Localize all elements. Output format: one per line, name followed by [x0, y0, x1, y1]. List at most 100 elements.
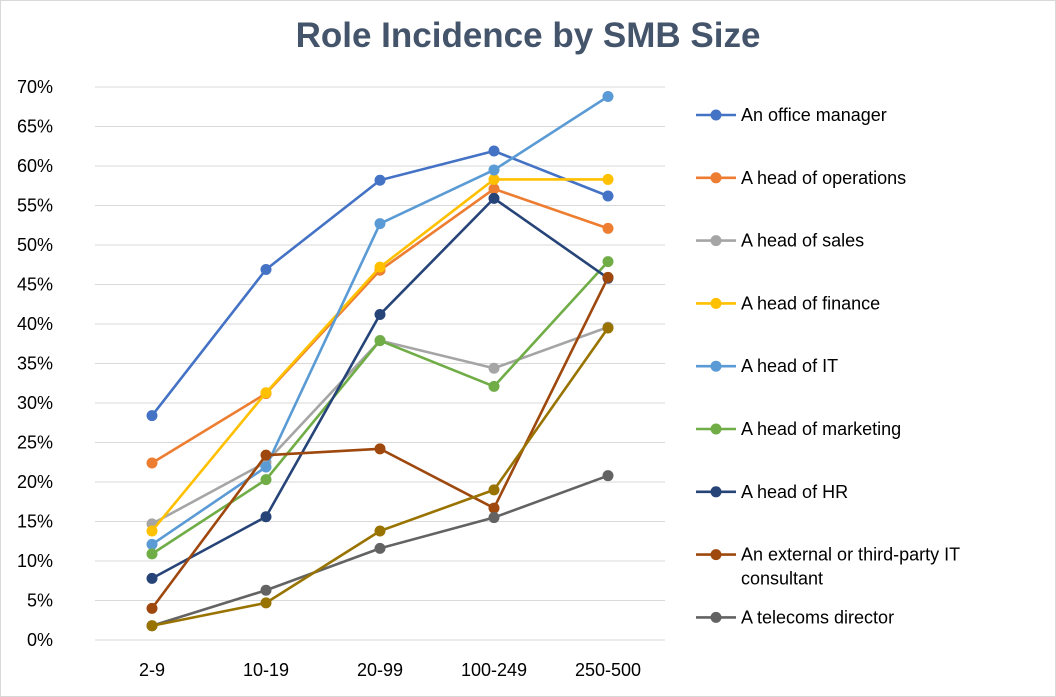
series-9 [146, 470, 614, 632]
legend-label: A head of IT [741, 356, 838, 376]
y-axis-tick-labels: 0% 5% 10% 15% 20% 25% 30% 35% 40% 45% 50% 55% 60% 65%… [17, 77, 53, 650]
chart-title: Role Incidence by SMB Size [295, 16, 761, 55]
data-point [488, 192, 500, 204]
series-lines [146, 90, 614, 632]
x-tick-label: 2-9 [139, 660, 165, 680]
data-point [488, 362, 500, 374]
series-line [150, 178, 610, 533]
series-10 [146, 322, 614, 632]
legend-swatch-marker [710, 423, 722, 435]
data-point [602, 190, 614, 202]
legend-swatch-marker [710, 109, 722, 121]
legend-item: A head of IT [696, 356, 838, 376]
legend-item: A head of sales [696, 231, 864, 251]
y-tick-label: 10% [17, 551, 53, 571]
y-tick-label: 55% [17, 196, 53, 216]
data-point [488, 484, 500, 496]
legend-swatch-marker [710, 611, 722, 623]
legend-label: A head of HR [741, 482, 848, 502]
data-point [374, 174, 386, 186]
data-point [602, 470, 614, 482]
y-tick-label: 35% [17, 354, 53, 374]
series-4 [146, 173, 614, 537]
legend-swatch-marker [710, 486, 722, 498]
data-point [602, 256, 614, 268]
legend-swatch-marker [710, 172, 722, 184]
y-tick-label: 0% [27, 630, 53, 650]
data-point [374, 218, 386, 230]
series-line [150, 326, 610, 628]
legend-item: A head of finance [696, 293, 880, 313]
y-tick-label: 20% [17, 472, 53, 492]
legend-item: An external or third-party IT consultant [696, 545, 960, 589]
y-tick-label: 30% [17, 393, 53, 413]
data-point [260, 597, 272, 609]
legend-label: A telecoms director [741, 607, 894, 627]
legend-item: A telecoms director [696, 607, 894, 627]
data-point [488, 173, 500, 185]
data-point [374, 525, 386, 537]
data-point [146, 538, 158, 550]
data-point [146, 572, 158, 584]
legend-label: A head of finance [741, 293, 880, 313]
legend-label: consultant [741, 569, 823, 589]
legend-item: An office manager [696, 105, 887, 125]
y-tick-label: 40% [17, 314, 53, 334]
data-point [488, 183, 500, 195]
legend-item: A head of marketing [696, 419, 901, 439]
data-point [146, 457, 158, 469]
legend-swatch-marker [710, 235, 722, 247]
y-tick-label: 45% [17, 275, 53, 295]
x-tick-label: 250-500 [575, 660, 641, 680]
data-point [374, 335, 386, 347]
data-point [260, 511, 272, 523]
data-point [602, 90, 614, 102]
data-point [602, 173, 614, 185]
x-axis: 2-9 10-19 20-99 100-249 250-500 [95, 639, 665, 680]
series-5 [146, 90, 614, 550]
data-point [374, 443, 386, 455]
data-point [260, 584, 272, 596]
legend-label: A head of operations [741, 168, 906, 188]
y-tick-label: 5% [27, 591, 53, 611]
series-7 [146, 192, 614, 584]
data-point [146, 620, 158, 632]
data-point [146, 525, 158, 537]
data-point [488, 512, 500, 524]
data-point [146, 410, 158, 422]
x-tick-label: 10-19 [243, 660, 289, 680]
data-point [488, 380, 500, 392]
data-point [488, 145, 500, 157]
data-point [488, 164, 500, 176]
data-point [146, 602, 158, 614]
series-line [150, 95, 610, 546]
y-tick-label: 25% [17, 433, 53, 453]
data-point [602, 322, 614, 334]
legend-swatch-marker [710, 549, 722, 561]
y-tick-label: 60% [17, 156, 53, 176]
data-point [260, 474, 272, 486]
series-line [150, 149, 610, 417]
legend-label: An office manager [741, 105, 887, 125]
legend: An office manager A head of operations A h… [696, 105, 960, 627]
legend-label: A head of sales [741, 231, 864, 251]
data-point [260, 263, 272, 275]
y-tick-label: 70% [17, 77, 53, 97]
y-tick-label: 50% [17, 235, 53, 255]
data-point [374, 261, 386, 273]
y-tick-label: 65% [17, 117, 53, 137]
data-point [146, 548, 158, 560]
x-tick-label: 100-249 [461, 660, 527, 680]
legend-label: An external or third-party IT [741, 545, 960, 565]
data-point [260, 449, 272, 461]
gridlines [95, 86, 665, 641]
series-line [150, 260, 610, 556]
legend-label: A head of marketing [741, 419, 901, 439]
y-tick-label: 15% [17, 512, 53, 532]
data-point [260, 461, 272, 473]
x-tick-label: 20-99 [357, 660, 403, 680]
legend-swatch-marker [710, 360, 722, 372]
series-8 [146, 271, 614, 614]
legend-item: A head of operations [696, 168, 906, 188]
